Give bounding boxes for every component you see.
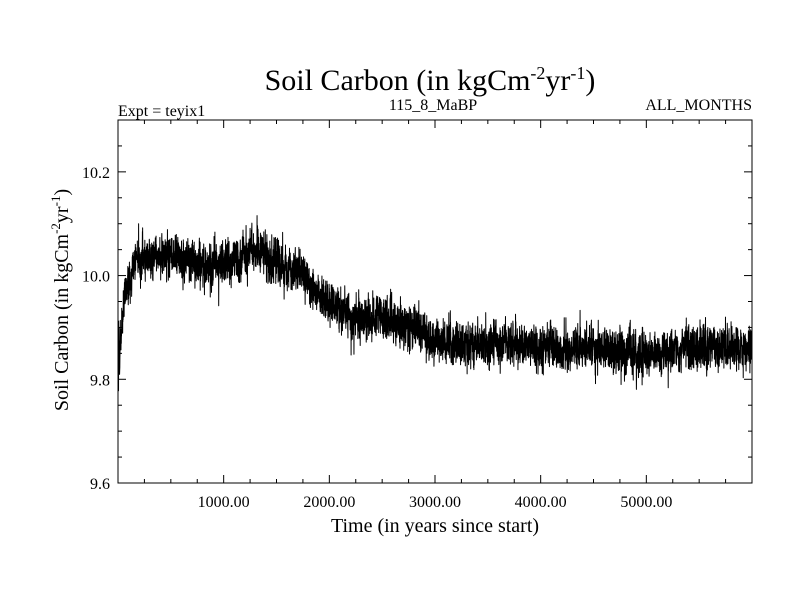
experiment-label: Expt = teyix1	[118, 103, 205, 120]
y-tick-label: 10.2	[82, 165, 110, 182]
x-tick-label: 5000.00	[620, 494, 672, 511]
y-tick-label: 9.6	[90, 476, 110, 493]
axis-ticks	[118, 120, 752, 484]
x-axis-label: Time (in years since start)	[331, 515, 539, 537]
chart-title: Soil Carbon (in kgCm-2yr-1)	[265, 63, 596, 97]
axis-tick-labels: 1000.00 2000.00 3000.00 4000.00 5000.00 9.6 9.…	[82, 165, 672, 511]
series-line	[117, 215, 753, 392]
x-tick-label: 2000.00	[303, 494, 355, 511]
y-axis-label: Soil Carbon (in kgCm-2yr-1)	[48, 189, 73, 411]
period-label: 115_8_MaBP	[389, 97, 477, 114]
y-tick-label: 9.8	[90, 372, 110, 389]
x-tick-label: 1000.00	[198, 494, 250, 511]
x-tick-label: 4000.00	[515, 494, 567, 511]
y-tick-label: 10.0	[82, 269, 110, 286]
months-label: ALL_MONTHS	[645, 97, 752, 114]
x-tick-label: 3000.00	[409, 494, 461, 511]
